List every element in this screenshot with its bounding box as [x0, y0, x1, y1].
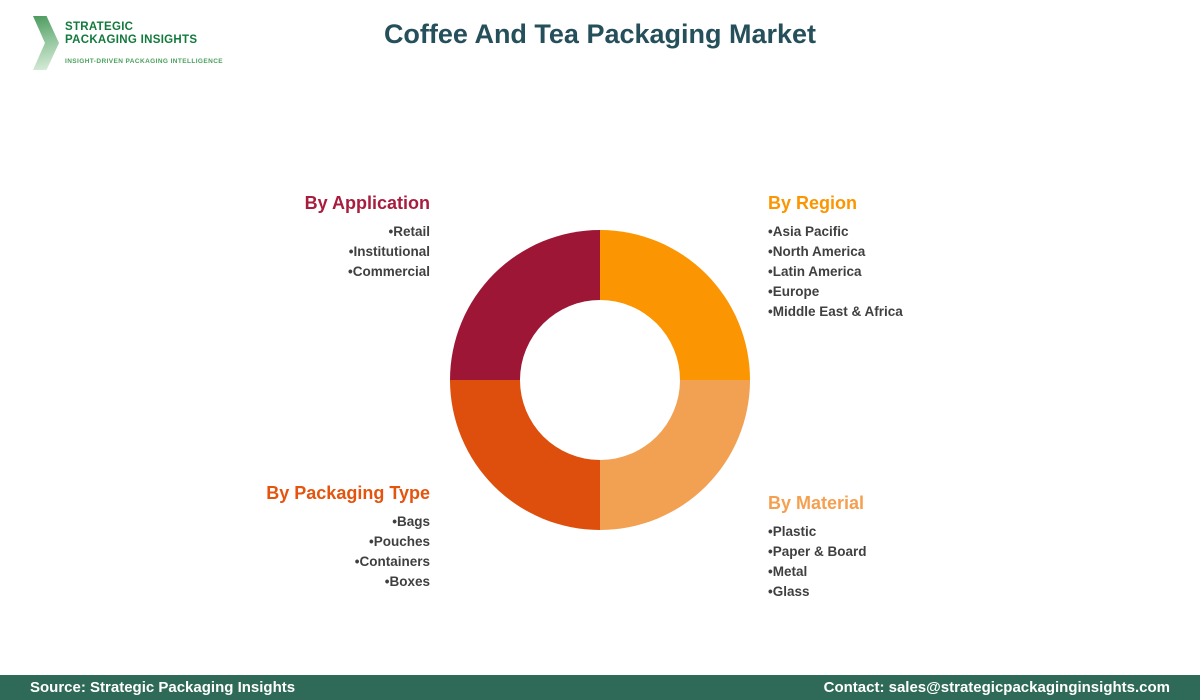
- section-list: Asia Pacific North America Latin America…: [768, 222, 903, 322]
- logo-text: STRATEGIC PACKAGING INSIGHTS INSIGHT-DRI…: [65, 14, 223, 70]
- section-by-packaging-type: By Packaging Type Bags Pouches Container…: [266, 482, 430, 592]
- list-item: Boxes: [266, 572, 430, 592]
- list-item: Containers: [266, 552, 430, 572]
- logo-line-1: STRATEGIC: [65, 21, 134, 33]
- list-item: Institutional: [305, 242, 431, 262]
- list-item: Bags: [266, 512, 430, 532]
- section-by-region: By Region Asia Pacific North America Lat…: [768, 192, 903, 322]
- section-list: Bags Pouches Containers Boxes: [266, 512, 430, 592]
- donut-chart: [450, 230, 750, 530]
- section-list: Retail Institutional Commercial: [305, 222, 430, 282]
- list-item: Plastic: [768, 522, 867, 542]
- list-item: Metal: [768, 562, 867, 582]
- section-heading: By Application: [304, 193, 430, 213]
- page-title: Coffee And Tea Packaging Market: [383, 19, 817, 49]
- list-item: Paper & Board: [768, 542, 867, 562]
- company-logo: STRATEGIC PACKAGING INSIGHTS INSIGHT-DRI…: [33, 14, 223, 70]
- section-list: Plastic Paper & Board Metal Glass: [768, 522, 867, 602]
- list-item: Latin America: [768, 262, 903, 282]
- list-item: Commercial: [305, 262, 430, 282]
- section-by-material: By Material Plastic Paper & Board Metal …: [768, 492, 867, 602]
- list-item: North America: [768, 242, 903, 262]
- footer-contact: Contact: sales@strategicpackaginginsight…: [823, 679, 1170, 696]
- section-heading: By Region: [768, 193, 858, 213]
- donut-hole: [520, 300, 680, 460]
- list-item: Middle East & Africa: [768, 302, 903, 322]
- list-item: Retail: [305, 222, 430, 242]
- footer-bar: Source: Strategic Packaging Insights Con…: [0, 675, 1200, 700]
- footer-source: Source: Strategic Packaging Insights: [30, 679, 296, 696]
- section-heading: By Packaging Type: [266, 483, 430, 503]
- list-item: Asia Pacific: [768, 222, 903, 242]
- section-heading: By Material: [768, 493, 865, 513]
- logo-tagline: INSIGHT-DRIVEN PACKAGING INTELLIGENCE: [65, 58, 224, 65]
- section-by-application: By Application Retail Institutional Comm…: [305, 192, 430, 282]
- logo-line-2: PACKAGING INSIGHTS: [65, 34, 198, 46]
- list-item: Pouches: [266, 532, 430, 552]
- list-item: Glass: [768, 582, 867, 602]
- list-item: Europe: [768, 282, 903, 302]
